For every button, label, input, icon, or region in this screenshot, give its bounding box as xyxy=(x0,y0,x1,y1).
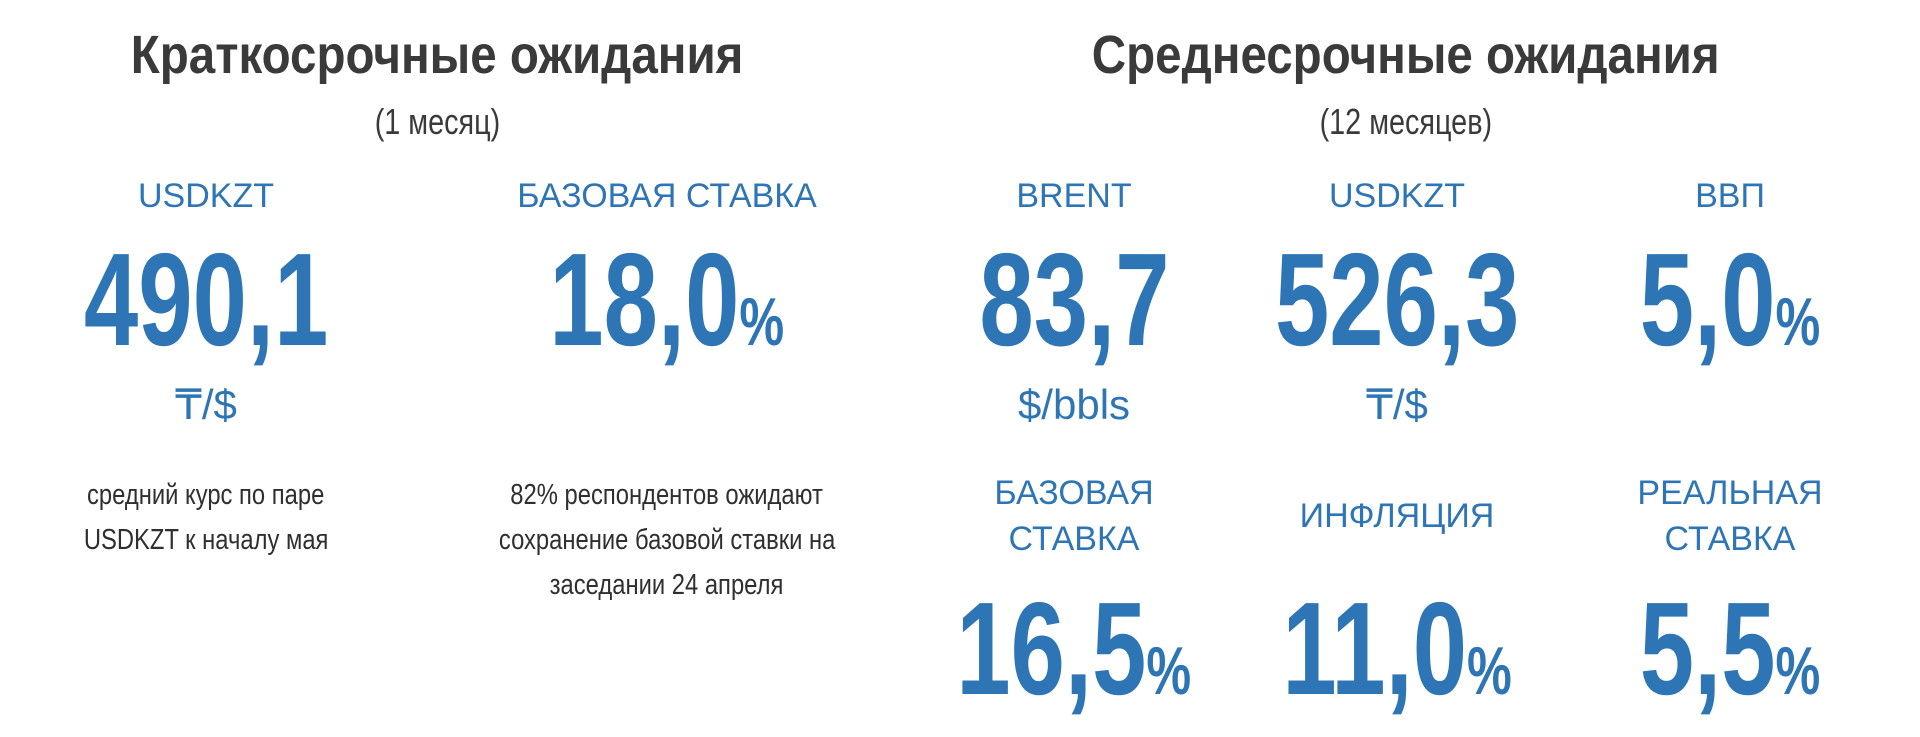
metric-value-text: 11,0% xyxy=(1282,583,1511,737)
section-subtitle-text: (12 месяцев) xyxy=(1319,101,1493,142)
metric-note-text: заседании 24 апреля xyxy=(550,569,784,601)
metric-value: 83,7 xyxy=(874,234,1274,366)
section-subtitle: (12 месяцев) xyxy=(1106,100,1706,144)
metric-number: 83,7 xyxy=(978,226,1170,373)
metric-note-text: 82% респондентов ожидают xyxy=(510,479,824,511)
metric-unit: $/bbls xyxy=(1017,381,1131,428)
metric-label: USDKZT xyxy=(1329,177,1465,215)
metric-label: СТАВКА xyxy=(1664,520,1796,558)
metric-value-text: 18,0% xyxy=(550,234,785,388)
metric-value: 11,0% xyxy=(1197,583,1597,737)
metric-label: СТАВКА xyxy=(1008,520,1140,558)
metric-number: 5,0 xyxy=(1639,226,1776,373)
metric-label: БАЗОВАЯ xyxy=(994,474,1154,512)
metric-note-text: USDKZT к началу мая xyxy=(83,524,329,556)
metric-unit: ₸/$ xyxy=(1366,381,1428,428)
metric-note-text: сохранение базовой ставки на xyxy=(498,524,836,556)
metric-number: 18,0 xyxy=(549,226,740,373)
metric-suffix: % xyxy=(1775,633,1821,709)
metric-suffix: % xyxy=(1146,633,1192,709)
metric-label: BRENT xyxy=(1016,177,1132,215)
metric-value-text: 16,5% xyxy=(957,583,1192,737)
metric-label: РЕАЛЬНАЯ xyxy=(1637,474,1823,512)
metric-unit: ₸/$ xyxy=(175,381,237,428)
metric-value-text: 490,1 xyxy=(84,234,328,366)
metric-value: 5,0% xyxy=(1530,234,1920,388)
metric-number: 16,5 xyxy=(956,575,1147,722)
metric-number: 5,5 xyxy=(1639,575,1776,722)
metric-value: 490,1 xyxy=(6,234,406,366)
metric-suffix: % xyxy=(739,284,785,360)
metric-note: средний курс по паре xyxy=(0,473,456,518)
metric-value-text: 5,0% xyxy=(1640,234,1821,388)
section-title-text: Среднесрочные ожидания xyxy=(1092,25,1720,85)
metric-number: 526,3 xyxy=(1274,226,1520,373)
metric-note: заседании 24 апреля xyxy=(417,563,917,608)
metric-value-text: 5,5% xyxy=(1640,583,1821,737)
section-subtitle: (1 месяц) xyxy=(137,100,737,144)
metric-suffix: % xyxy=(1466,633,1512,709)
section-title-text: Краткосрочные ожидания xyxy=(130,25,744,85)
metric-value: 526,3 xyxy=(1197,234,1597,366)
metric-label: БАЗОВАЯ СТАВКА xyxy=(517,177,817,215)
metric-number: 490,1 xyxy=(83,226,329,373)
metric-number: 11,0 xyxy=(1282,575,1467,722)
metric-note-text: средний курс по паре xyxy=(87,479,325,511)
metric-value: 5,5% xyxy=(1530,583,1920,737)
section-title: Среднесрочные ожидания xyxy=(1006,25,1806,85)
section-title: Краткосрочные ожидания xyxy=(37,25,837,85)
metric-label: ВВП xyxy=(1695,177,1765,215)
metric-value-text: 526,3 xyxy=(1275,234,1519,366)
metric-note: сохранение базовой ставки на xyxy=(417,518,917,563)
metric-value: 16,5% xyxy=(874,583,1274,737)
metric-note: 82% респондентов ожидают xyxy=(417,473,917,518)
metric-value-text: 83,7 xyxy=(979,234,1169,366)
metric-value: 18,0% xyxy=(467,234,867,388)
metric-note: USDKZT к началу мая xyxy=(0,518,456,563)
metric-suffix: % xyxy=(1775,284,1821,360)
metric-label: ИНФЛЯЦИЯ xyxy=(1299,497,1495,535)
section-subtitle-text: (1 месяц) xyxy=(374,101,500,142)
metric-label: USDKZT xyxy=(138,177,274,215)
